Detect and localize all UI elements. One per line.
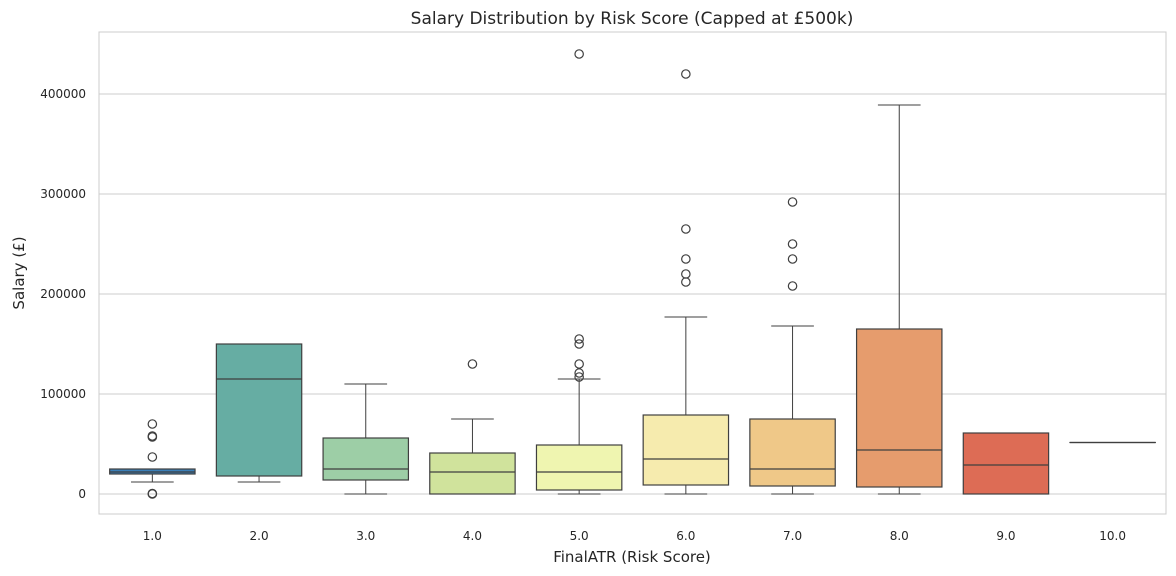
- outlier-point: [574, 359, 584, 369]
- plot-frame: [98, 31, 1167, 515]
- outlier-point: [787, 281, 798, 291]
- x-tick-label: 3.0: [356, 529, 375, 543]
- box-iqr: [749, 418, 836, 487]
- y-tick-label: 200000: [40, 287, 86, 301]
- x-tick-label: 5.0: [570, 529, 589, 543]
- y-tick-label: 100000: [40, 387, 86, 401]
- outlier-point: [574, 372, 584, 382]
- box-group: [429, 359, 516, 495]
- box-group: [749, 197, 836, 495]
- outlier-point: [147, 432, 158, 442]
- outlier-point: [574, 334, 584, 344]
- x-tick-label: 1.0: [143, 529, 162, 543]
- outlier-point: [467, 359, 478, 369]
- y-tick-label: 0: [78, 487, 86, 501]
- box-iqr: [855, 328, 943, 488]
- x-axis-ticks: 1.0 2.0 3.0 4.0 5.0 6.0 7.0 8.0 9.0 10.0: [143, 529, 1126, 543]
- box-iqr: [215, 343, 303, 477]
- outlier-point: [574, 368, 584, 378]
- y-tick-label: 400000: [40, 87, 86, 101]
- outlier-point: [681, 269, 691, 279]
- outlier-point: [787, 197, 798, 207]
- outlier-point: [147, 489, 158, 499]
- x-tick-label: 9.0: [996, 529, 1015, 543]
- box-group: [642, 69, 730, 495]
- box-iqr: [429, 452, 516, 495]
- x-tick-label: 6.0: [676, 529, 695, 543]
- outlier-point: [787, 239, 798, 249]
- box-iqr: [322, 437, 410, 481]
- box-iqr: [962, 432, 1050, 495]
- box-iqr: [535, 444, 623, 491]
- outlier-point: [574, 49, 584, 59]
- outlier-point: [681, 69, 691, 79]
- outlier-point: [787, 254, 798, 264]
- chart-title: Salary Distribution by Risk Score (Cappe…: [411, 9, 854, 29]
- y-tick-label: 300000: [40, 187, 86, 201]
- box-group: [322, 383, 410, 495]
- y-axis-label: Salary (£): [10, 236, 28, 309]
- x-tick-label: 2.0: [250, 529, 269, 543]
- x-tick-label: 8.0: [890, 529, 909, 543]
- x-axis-label: FinalATR (Risk Score): [553, 548, 711, 566]
- box-iqr: [642, 414, 730, 486]
- box-group: [962, 432, 1050, 495]
- outlier-point: [574, 339, 584, 349]
- y-axis-ticks: 0 100000 200000 300000 400000: [40, 87, 86, 501]
- x-tick-label: 10.0: [1099, 529, 1126, 543]
- boxes-layer: [109, 49, 1156, 499]
- outlier-point: [147, 419, 158, 429]
- box-group: [535, 49, 623, 495]
- outlier-point: [681, 224, 691, 234]
- outlier-point: [681, 277, 691, 287]
- x-tick-label: 7.0: [783, 529, 802, 543]
- box-group: [109, 419, 196, 499]
- box-group: [215, 343, 303, 483]
- outlier-point: [681, 254, 691, 264]
- x-tick-label: 4.0: [463, 529, 482, 543]
- outlier-point: [147, 452, 158, 462]
- box-group: [855, 104, 943, 495]
